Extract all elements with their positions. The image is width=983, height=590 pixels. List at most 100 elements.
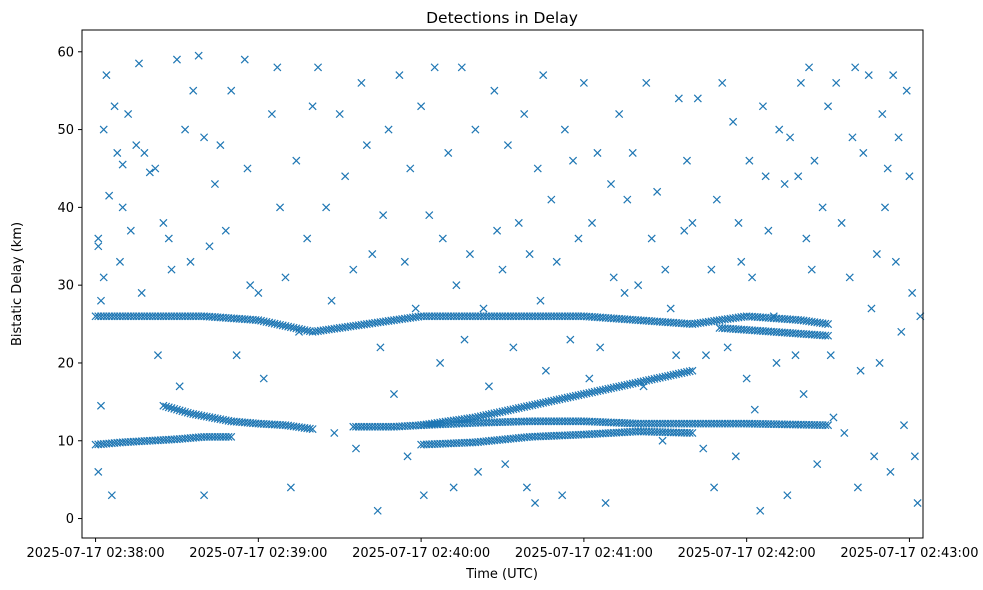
data-point bbox=[748, 273, 757, 282]
data-point bbox=[883, 164, 892, 173]
data-point bbox=[756, 506, 765, 515]
data-point bbox=[620, 288, 629, 297]
data-point bbox=[449, 483, 458, 492]
data-point bbox=[281, 273, 290, 282]
data-point bbox=[693, 94, 702, 103]
y-tick-label: 60 bbox=[57, 45, 74, 60]
data-point bbox=[566, 335, 575, 344]
data-point bbox=[94, 467, 103, 476]
data-point bbox=[807, 265, 816, 274]
data-point bbox=[880, 203, 890, 212]
data-point bbox=[115, 257, 125, 266]
data-point bbox=[96, 401, 106, 410]
data-point bbox=[227, 432, 236, 441]
data-point bbox=[417, 102, 426, 111]
data-point bbox=[186, 257, 195, 266]
y-tick-label: 10 bbox=[57, 434, 74, 449]
data-point bbox=[308, 425, 317, 434]
data-point bbox=[699, 444, 708, 453]
data-point bbox=[864, 71, 873, 80]
data-point bbox=[531, 498, 540, 508]
data-point bbox=[327, 296, 336, 305]
data-point bbox=[832, 78, 841, 87]
data-point bbox=[688, 218, 697, 227]
data-point bbox=[783, 491, 792, 500]
data-point bbox=[547, 195, 556, 204]
data-point bbox=[170, 404, 179, 413]
data-point bbox=[682, 156, 692, 165]
data-point bbox=[357, 78, 366, 87]
y-tick-label: 40 bbox=[57, 201, 74, 216]
data-point bbox=[501, 460, 510, 469]
data-point bbox=[794, 172, 803, 181]
data-point bbox=[118, 203, 127, 212]
data-point bbox=[742, 374, 751, 383]
data-point bbox=[509, 343, 518, 352]
data-point bbox=[471, 125, 480, 134]
data-point bbox=[145, 168, 154, 177]
data-point bbox=[140, 148, 149, 157]
data-point bbox=[384, 125, 393, 134]
data-point bbox=[335, 109, 344, 119]
data-point bbox=[840, 428, 849, 438]
data-point bbox=[113, 148, 122, 157]
data-point bbox=[707, 265, 716, 274]
x-tick-label: 2025-07-17 02:43:00 bbox=[840, 546, 978, 561]
data-point bbox=[452, 281, 461, 290]
data-point bbox=[867, 304, 876, 313]
data-point bbox=[96, 296, 106, 305]
data-point bbox=[685, 367, 694, 376]
data-point bbox=[875, 358, 884, 367]
data-point bbox=[436, 358, 445, 367]
data-point bbox=[181, 407, 190, 416]
data-point bbox=[376, 343, 385, 352]
data-point bbox=[292, 156, 301, 165]
data-point bbox=[856, 366, 865, 375]
data-point bbox=[205, 242, 214, 251]
data-point bbox=[438, 234, 447, 243]
data-point bbox=[134, 59, 143, 68]
data-point bbox=[276, 203, 285, 212]
data-point bbox=[118, 160, 127, 169]
data-point bbox=[379, 211, 388, 220]
data-point bbox=[411, 304, 420, 313]
data-point bbox=[227, 86, 236, 95]
data-point bbox=[430, 63, 439, 72]
data-point bbox=[745, 156, 754, 165]
data-point bbox=[824, 102, 833, 111]
data-point bbox=[444, 148, 453, 157]
x-axis-ticks: 2025-07-17 02:38:00 2025-07-17 02:39:00 20… bbox=[27, 538, 978, 561]
data-point bbox=[503, 141, 512, 150]
data-point bbox=[910, 452, 919, 461]
data-point bbox=[189, 86, 198, 95]
x-tick-label: 2025-07-17 02:38:00 bbox=[27, 546, 165, 561]
data-point bbox=[750, 405, 759, 414]
data-point bbox=[810, 156, 819, 165]
data-point bbox=[661, 265, 670, 274]
data-point bbox=[175, 406, 184, 415]
data-point bbox=[308, 102, 317, 111]
data-point bbox=[848, 133, 857, 142]
data-point bbox=[322, 203, 331, 212]
y-tick-label: 50 bbox=[57, 123, 74, 138]
data-point bbox=[796, 78, 805, 87]
data-point bbox=[902, 86, 911, 95]
data-point bbox=[688, 366, 697, 375]
data-point bbox=[737, 257, 746, 266]
data-point bbox=[579, 78, 588, 87]
data-point bbox=[102, 71, 111, 80]
data-point bbox=[164, 403, 173, 412]
data-point bbox=[460, 335, 469, 344]
data-point bbox=[596, 343, 605, 352]
data-point bbox=[175, 382, 184, 391]
data-point bbox=[536, 296, 545, 305]
data-point bbox=[484, 382, 493, 391]
data-point bbox=[221, 226, 230, 235]
data-point bbox=[623, 195, 632, 204]
chart-title: Detections in Delay bbox=[426, 9, 578, 27]
data-point bbox=[210, 180, 219, 189]
data-point bbox=[232, 351, 241, 360]
data-point bbox=[680, 226, 689, 235]
data-point bbox=[172, 405, 181, 414]
